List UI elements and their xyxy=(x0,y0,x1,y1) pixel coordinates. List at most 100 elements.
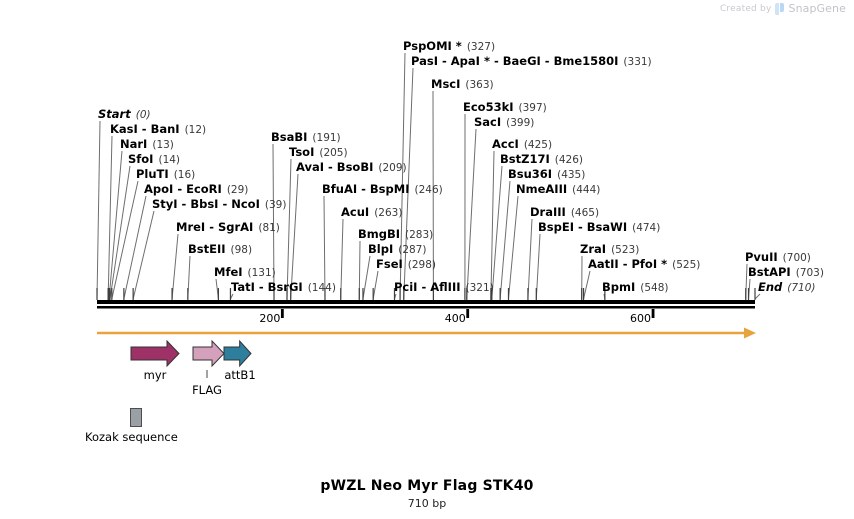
site-position: (131) xyxy=(247,267,276,279)
cut-site-tick xyxy=(108,288,110,300)
site-label-bstapi[interactable]: BstAPI (703) xyxy=(748,266,824,280)
site-enzyme-name: Start xyxy=(98,107,131,121)
site-label-kasi-bani[interactable]: KasI - BanI (12) xyxy=(110,123,206,137)
site-position: (525) xyxy=(672,259,701,271)
site-label-blpi[interactable]: BlpI (287) xyxy=(368,243,426,257)
leader-line xyxy=(132,210,155,300)
site-enzyme-name: ZraI xyxy=(580,242,607,256)
site-label-bsabi[interactable]: BsaBI (191) xyxy=(271,131,341,145)
site-position: (263) xyxy=(374,207,403,219)
leader-line xyxy=(107,135,113,300)
leader-line xyxy=(362,255,371,300)
leader-line xyxy=(490,150,495,300)
feature-arrow-attb1[interactable] xyxy=(223,339,252,368)
site-label-start[interactable]: Start (0) xyxy=(98,108,151,122)
site-label-bspei-bsawi[interactable]: BspEI - BsaWI (474) xyxy=(538,221,660,235)
leader-line xyxy=(109,165,131,300)
site-position: (283) xyxy=(405,229,434,241)
site-label-mrei-sgrai[interactable]: MreI - SgrAI (81) xyxy=(176,221,280,235)
site-enzyme-name: NmeAIII xyxy=(516,182,568,196)
page-title: pWZL Neo Myr Flag STK40 xyxy=(320,478,534,494)
cut-site-tick xyxy=(403,288,405,300)
site-label-eco53ki[interactable]: Eco53kI (397) xyxy=(463,101,547,115)
cut-site-tick xyxy=(217,288,220,300)
site-label-mfei[interactable]: MfeI (131) xyxy=(214,266,276,280)
cut-site-tick xyxy=(393,288,396,300)
site-position: (710) xyxy=(787,282,816,294)
site-position: (399) xyxy=(506,117,535,129)
site-label-apoi-ecori[interactable]: ApoI - EcoRI (29) xyxy=(144,183,248,197)
site-enzyme-name: StyI - BbsI - NcoI xyxy=(152,197,260,211)
leader-line xyxy=(754,293,761,300)
leader-line xyxy=(123,195,147,300)
site-label-tati-bsrgi[interactable]: TatI - BsrGI (144) xyxy=(231,281,336,295)
site-position: (13) xyxy=(152,139,174,151)
leader-line xyxy=(466,128,477,300)
feature-arrow-myr[interactable] xyxy=(130,339,180,368)
site-position: (144) xyxy=(307,282,336,294)
site-enzyme-name: BstEII xyxy=(188,242,226,256)
leader-line xyxy=(527,218,533,300)
site-label-bpmi[interactable]: BpmI (548) xyxy=(602,281,669,295)
site-label-fsei[interactable]: FseI (298) xyxy=(376,258,436,272)
site-enzyme-name: AccI xyxy=(492,137,519,151)
site-enzyme-name: SacI xyxy=(474,115,502,129)
site-position: (465) xyxy=(570,207,600,219)
site-label-pluti[interactable]: PluTI (16) xyxy=(136,168,195,182)
site-label-acci[interactable]: AccI (425) xyxy=(492,138,552,152)
cut-site-tick xyxy=(581,288,583,300)
site-label-saci[interactable]: SacI (399) xyxy=(474,116,534,130)
site-label-pvuii[interactable]: PvuII (700) xyxy=(745,251,811,265)
leader-line xyxy=(272,143,275,300)
site-label-aatii-pfoi-[interactable]: AatII - PfoI * (525) xyxy=(588,258,700,272)
feature-arrows xyxy=(130,339,252,368)
site-label-msci[interactable]: MscI (363) xyxy=(431,78,494,92)
site-enzyme-name: BmgBI xyxy=(358,227,401,241)
site-enzyme-name: SfoI xyxy=(128,152,154,166)
site-position: (81) xyxy=(258,222,280,234)
site-label-styi-bbsi-ncoi[interactable]: StyI - BbsI - NcoI (39) xyxy=(152,198,286,212)
leader-line xyxy=(323,195,326,300)
site-position: (0) xyxy=(135,109,151,121)
cut-site-tick xyxy=(290,288,292,300)
site-label-avai-bsobi[interactable]: AvaI - BsoBI (209) xyxy=(296,161,407,175)
feature-arrow-flag[interactable] xyxy=(192,339,225,368)
site-label-bmgbi[interactable]: BmgBI (283) xyxy=(358,228,433,242)
site-enzyme-name: AvaI - BsoBI xyxy=(296,160,374,174)
site-label-acui[interactable]: AcuI (263) xyxy=(341,206,402,220)
leader-line xyxy=(372,270,379,300)
site-position: (321) xyxy=(465,282,494,294)
site-label-bstz17i[interactable]: BstZ17I (426) xyxy=(500,153,583,167)
kozak-sequence-swatch[interactable] xyxy=(130,408,142,427)
site-label-bsu36i[interactable]: Bsu36I (435) xyxy=(508,168,585,182)
site-position: (16) xyxy=(173,169,196,181)
site-position: (98) xyxy=(230,244,253,256)
site-label-pasi-apai-baegi-bme1580i[interactable]: PasI - ApaI * - BaeGI - Bme1580I (331) xyxy=(411,55,652,69)
site-label-sfoi[interactable]: SfoI (14) xyxy=(128,153,180,167)
cut-site-tick xyxy=(507,288,510,300)
site-label-tsoi[interactable]: TsoI (205) xyxy=(289,146,348,160)
leader-line xyxy=(491,165,503,300)
site-label-end[interactable]: End (710) xyxy=(758,281,816,295)
cut-site-tick xyxy=(399,288,401,300)
site-label-nmeaiii[interactable]: NmeAIII (444) xyxy=(516,183,600,197)
site-label-draiii[interactable]: DraIII (465) xyxy=(530,206,599,220)
cut-site-tick xyxy=(171,288,173,300)
leader-line xyxy=(583,270,591,300)
site-label-zrai[interactable]: ZraI (523) xyxy=(580,243,639,257)
site-label-bsteii[interactable]: BstEII (98) xyxy=(188,243,252,257)
site-enzyme-name: MscI xyxy=(431,77,461,91)
site-label-pspomi-[interactable]: PspOMI * (327) xyxy=(403,40,495,54)
plasmid-length: 710 bp xyxy=(407,497,447,510)
map-title-block: pWZL Neo Myr Flag STK40 710 bp xyxy=(0,478,854,510)
site-label-bfuai-bspmi[interactable]: BfuAI - BspMI (246) xyxy=(322,183,443,197)
site-enzyme-name: PciI - AflIII xyxy=(394,280,461,294)
leader-line xyxy=(507,195,519,300)
cut-site-tick xyxy=(132,288,134,300)
cut-site-tick xyxy=(111,288,113,300)
site-label-pcii-afliii[interactable]: PciI - AflIII (321) xyxy=(394,281,494,295)
site-label-nari[interactable]: NarI (13) xyxy=(120,138,174,152)
sequence-backbone xyxy=(97,300,755,309)
site-position: (331) xyxy=(623,56,652,68)
